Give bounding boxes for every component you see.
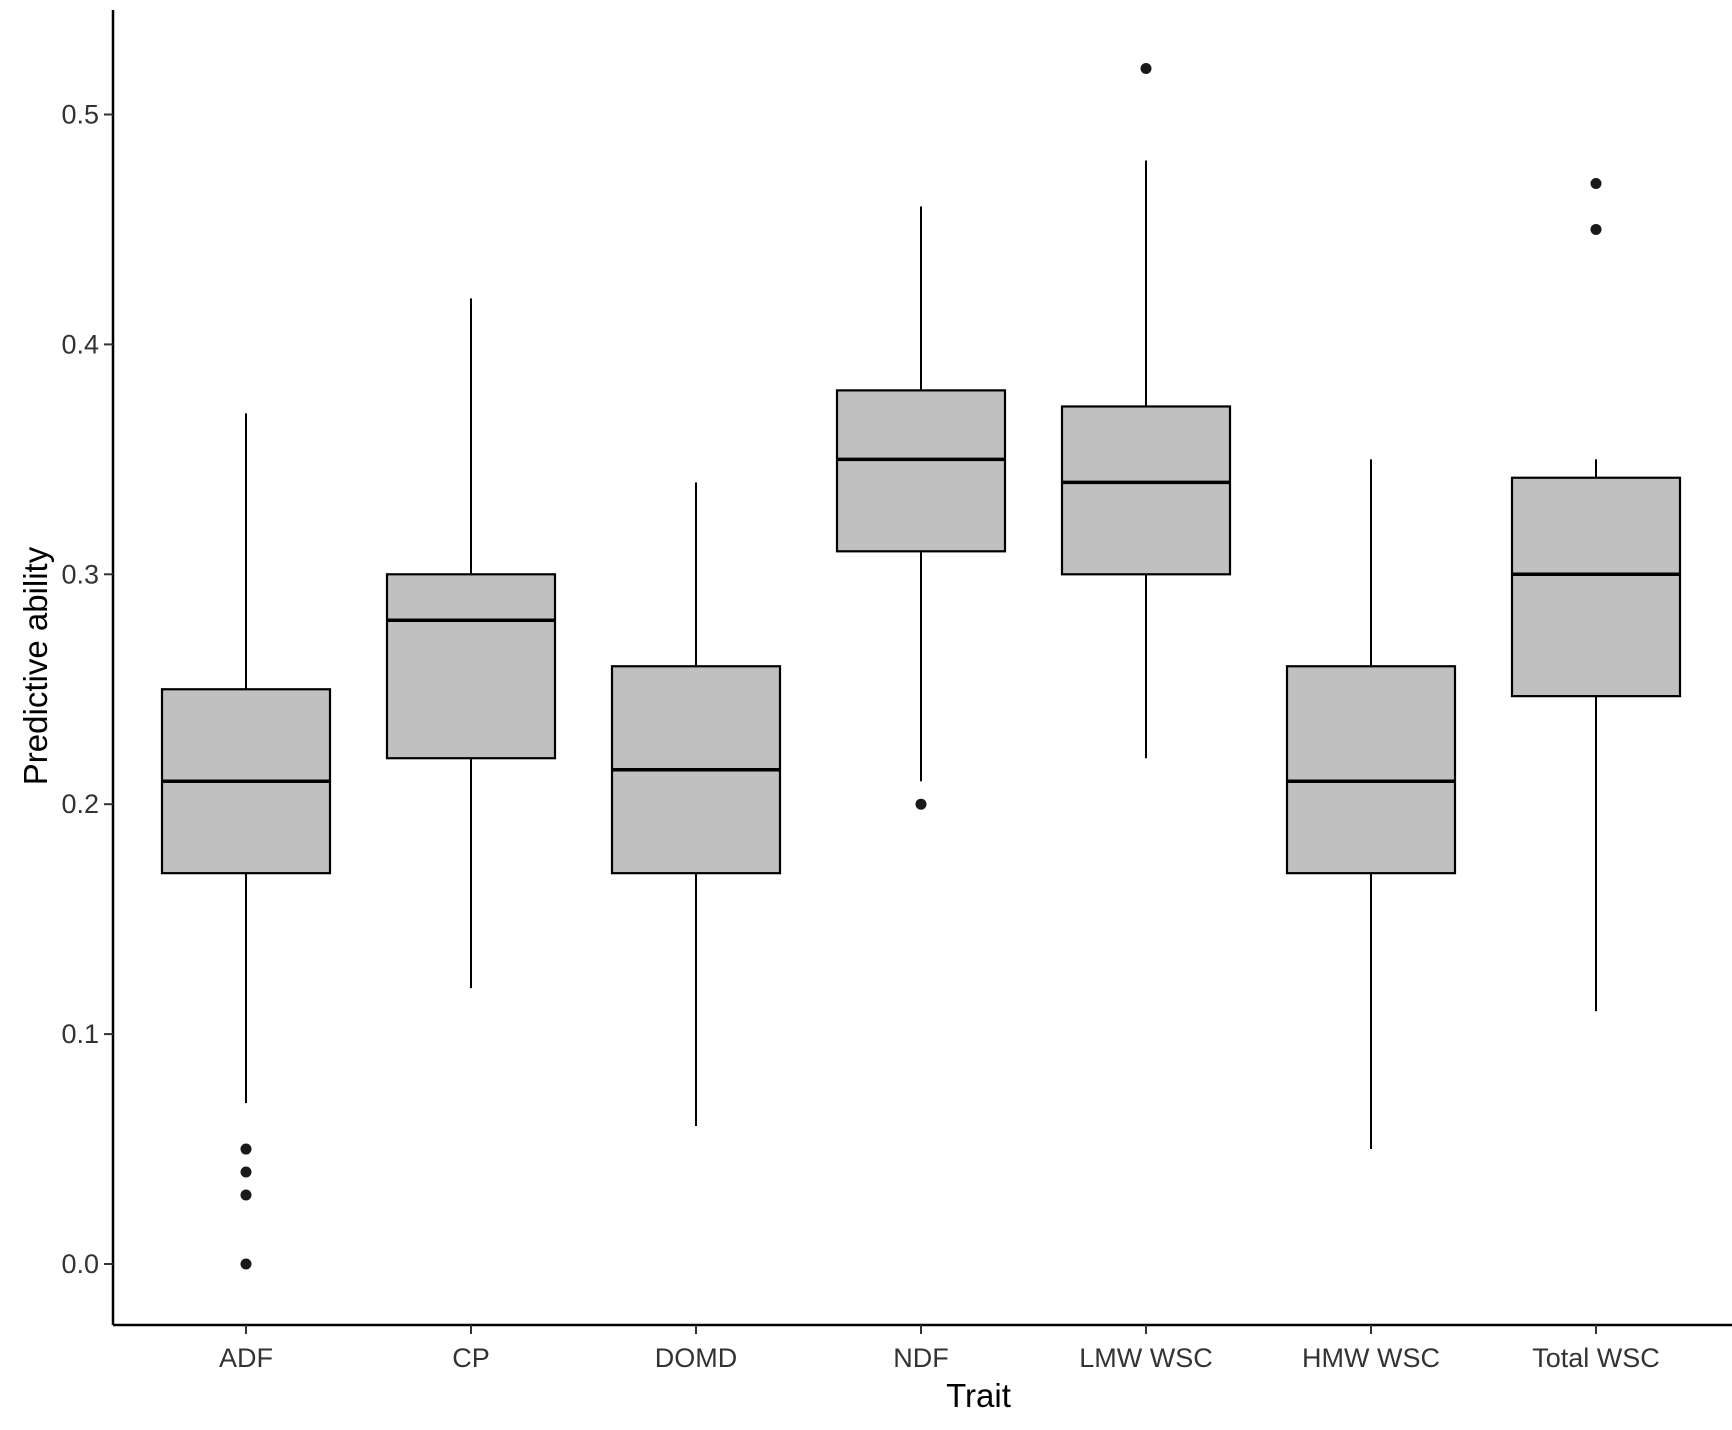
box-group — [835, 206, 1007, 810]
box-iqr — [385, 573, 557, 760]
box-iqr — [1060, 405, 1232, 576]
outlier-point — [240, 1189, 252, 1201]
box-group — [385, 298, 557, 989]
outlier-point — [240, 1166, 252, 1178]
y-axis-title: Predictive ability — [17, 546, 54, 785]
box-group — [1510, 177, 1682, 1012]
outlier-point — [1140, 63, 1152, 75]
x-tick-label: CP — [452, 1343, 490, 1373]
x-tick-label: HMW WSC — [1302, 1343, 1440, 1373]
y-tick-label: 0.5 — [61, 100, 99, 130]
outlier-point — [240, 1258, 252, 1270]
box-group — [1285, 459, 1457, 1150]
boxes-layer — [160, 63, 1682, 1270]
y-tick-label: 0.4 — [61, 329, 99, 359]
x-tick-label: ADF — [219, 1343, 273, 1373]
x-tick-label: Total WSC — [1532, 1343, 1660, 1373]
y-ticks: 0.0 0.1 0.2 0.3 0.4 0.5 — [61, 100, 113, 1279]
y-tick-label: 0.1 — [61, 1019, 99, 1049]
outlier-point — [915, 798, 927, 810]
y-tick-label: 0.3 — [61, 559, 99, 589]
x-tick-label: DOMD — [655, 1343, 738, 1373]
box-group — [1060, 63, 1232, 759]
box-iqr — [1285, 665, 1457, 875]
x-tick-label: NDF — [893, 1343, 949, 1373]
box-group — [610, 482, 782, 1127]
outlier-point — [240, 1143, 252, 1155]
y-tick-label: 0.2 — [61, 789, 99, 819]
axes-layer — [111, 10, 1732, 1327]
outlier-point — [1590, 223, 1602, 235]
y-tick-label: 0.0 — [61, 1249, 99, 1279]
x-ticks: ADF CP DOMD NDF LMW WSC HMW WSC Total WSC — [219, 1325, 1660, 1373]
box-group — [160, 413, 332, 1270]
outlier-point — [1590, 177, 1602, 189]
box-iqr — [1510, 476, 1682, 698]
x-axis-title: Trait — [946, 1377, 1011, 1414]
x-tick-label: LMW WSC — [1079, 1343, 1212, 1373]
box-iqr — [835, 389, 1007, 553]
